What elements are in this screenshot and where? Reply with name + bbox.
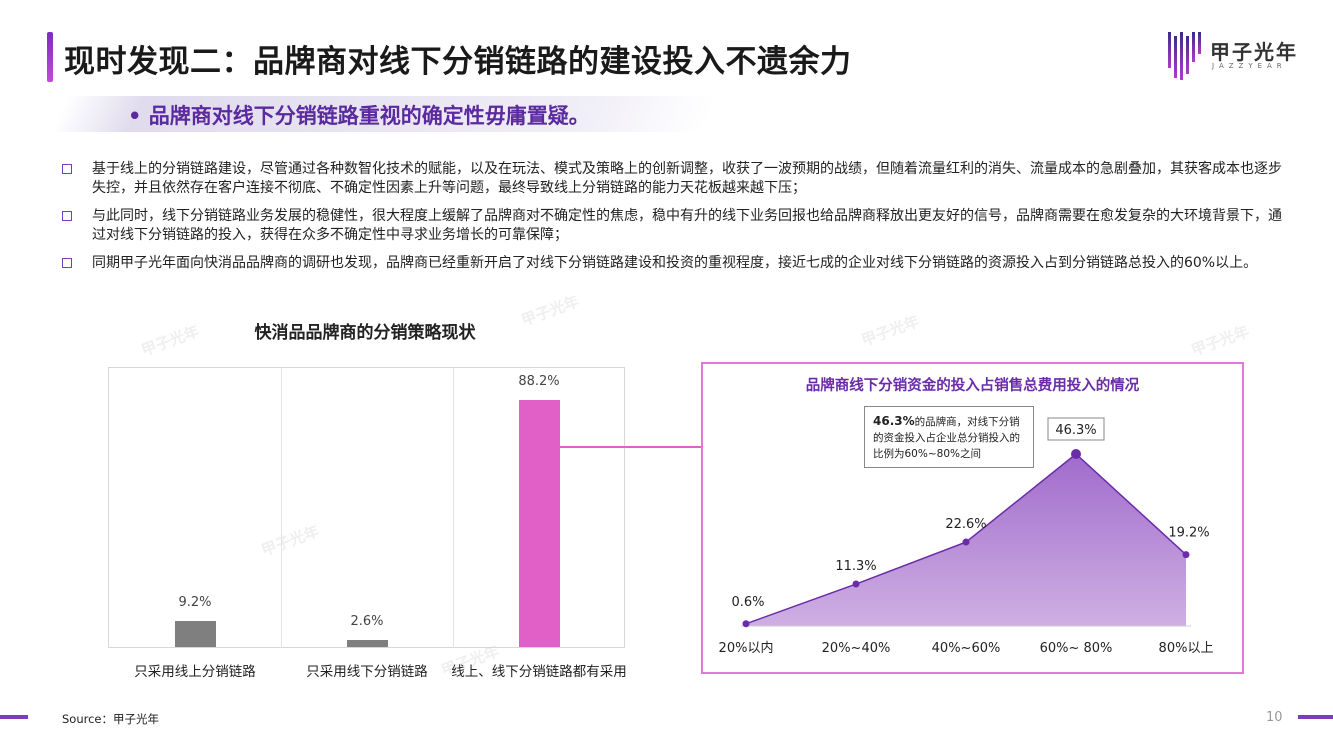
area-value-label: 22.6% bbox=[945, 517, 986, 532]
bullet-item: 同期甲子光年面向快消品品牌商的调研也发现，品牌商已经重新开启了对线下分销链路建设… bbox=[62, 254, 1282, 273]
area-fill bbox=[746, 454, 1186, 626]
annotation-callout: 46.3%的品牌商，对线下分销的资金投入占企业总分销投入的比例为60%~80%之… bbox=[864, 406, 1034, 468]
gridline bbox=[281, 367, 282, 648]
logo-subtext: JAZZYEAR bbox=[1212, 62, 1287, 70]
area-category-label: 60%~ 80% bbox=[1040, 641, 1113, 656]
square-bullet-icon bbox=[62, 164, 72, 174]
area-value-label: 19.2% bbox=[1168, 526, 1209, 541]
area-chart-title: 品牌商线下分销资金的投入占销售总费用投入的情况 bbox=[805, 378, 1140, 394]
bar-category-label: 只采用线下分销链路 bbox=[306, 664, 428, 680]
annotation-text: 的品牌商，对线下分销的资金投入占企业总分销投入的比例为60%~80%之间 bbox=[873, 416, 1020, 460]
data-point bbox=[1182, 551, 1190, 559]
data-point bbox=[962, 538, 970, 546]
area-value-label: 11.3% bbox=[835, 559, 876, 574]
bullet-text: 基于线上的分销链路建设，尽管通过各种数智化技术的赋能，以及在玩法、模式及策略上的… bbox=[92, 161, 1282, 196]
area-value-label: 0.6% bbox=[731, 595, 764, 610]
bar-chart-title: 快消品品牌商的分销策略现状 bbox=[254, 323, 476, 343]
bar-value-label: 9.2% bbox=[178, 595, 212, 611]
bar bbox=[346, 639, 388, 647]
annotation-bold: 46.3% bbox=[873, 414, 915, 428]
watermark: 甲子光年 bbox=[858, 312, 922, 350]
bullet-list: 基于线上的分销链路建设，尽管通过各种数智化技术的赋能，以及在玩法、模式及策略上的… bbox=[62, 160, 1282, 282]
data-point bbox=[1071, 449, 1081, 459]
bar-category-label: 只采用线上分销链路 bbox=[134, 664, 256, 680]
subtitle: • 品牌商对线下分销链路重视的确定性毋庸置疑。 bbox=[128, 104, 590, 128]
source-note: Source：甲子光年 bbox=[62, 712, 159, 726]
area-category-label: 20%~40% bbox=[822, 641, 891, 656]
connector-line bbox=[560, 446, 702, 448]
gridline bbox=[453, 367, 454, 648]
bar bbox=[518, 400, 560, 647]
bullet-text: 与此同时，线下分销链路业务发展的稳健性，很大程度上缓解了品牌商对不确定性的焦虑，… bbox=[92, 208, 1282, 243]
bullet-item: 基于线上的分销链路建设，尽管通过各种数智化技术的赋能，以及在玩法、模式及策略上的… bbox=[62, 160, 1282, 198]
bar-chart-frame bbox=[108, 367, 625, 648]
page-number: 10 bbox=[1266, 710, 1283, 725]
area-category-label: 20%以内 bbox=[719, 640, 774, 656]
area-value-label: 46.3% bbox=[1055, 423, 1096, 438]
square-bullet-icon bbox=[62, 258, 72, 268]
footer-accent-left bbox=[0, 715, 28, 719]
area-category-label: 80%以上 bbox=[1159, 641, 1214, 656]
square-bullet-icon bbox=[62, 211, 72, 221]
footer-accent-right bbox=[1298, 715, 1333, 719]
logo-text: 甲子光年 bbox=[1210, 40, 1298, 64]
bullet-text: 同期甲子光年面向快消品品牌商的调研也发现，品牌商已经重新开启了对线下分销链路建设… bbox=[92, 255, 1258, 271]
watermark: 甲子光年 bbox=[1188, 322, 1252, 360]
area-category-label: 40%~60% bbox=[932, 641, 1001, 656]
bar-category-label: 线上、线下分销链路都有采用 bbox=[451, 664, 627, 680]
data-point bbox=[852, 580, 860, 588]
bar-value-label: 88.2% bbox=[518, 374, 560, 390]
area-chart: 0.6% 20%以内 11.3% 20%~40% 22.6% 40%~60% 46.3% 60… bbox=[719, 417, 1214, 656]
title-accent-bar bbox=[47, 32, 53, 82]
jazzyear-logo-icon bbox=[1168, 32, 1201, 80]
bullet-item: 与此同时，线下分销链路业务发展的稳健性，很大程度上缓解了品牌商对不确定性的焦虑，… bbox=[62, 207, 1282, 245]
page-title: 现时发现二：品牌商对线下分销链路的建设投入不遗余力 bbox=[64, 44, 852, 80]
bar-value-label: 2.6% bbox=[350, 613, 384, 629]
data-point bbox=[742, 620, 750, 628]
value-label-box bbox=[1047, 417, 1105, 441]
bar bbox=[174, 621, 216, 647]
